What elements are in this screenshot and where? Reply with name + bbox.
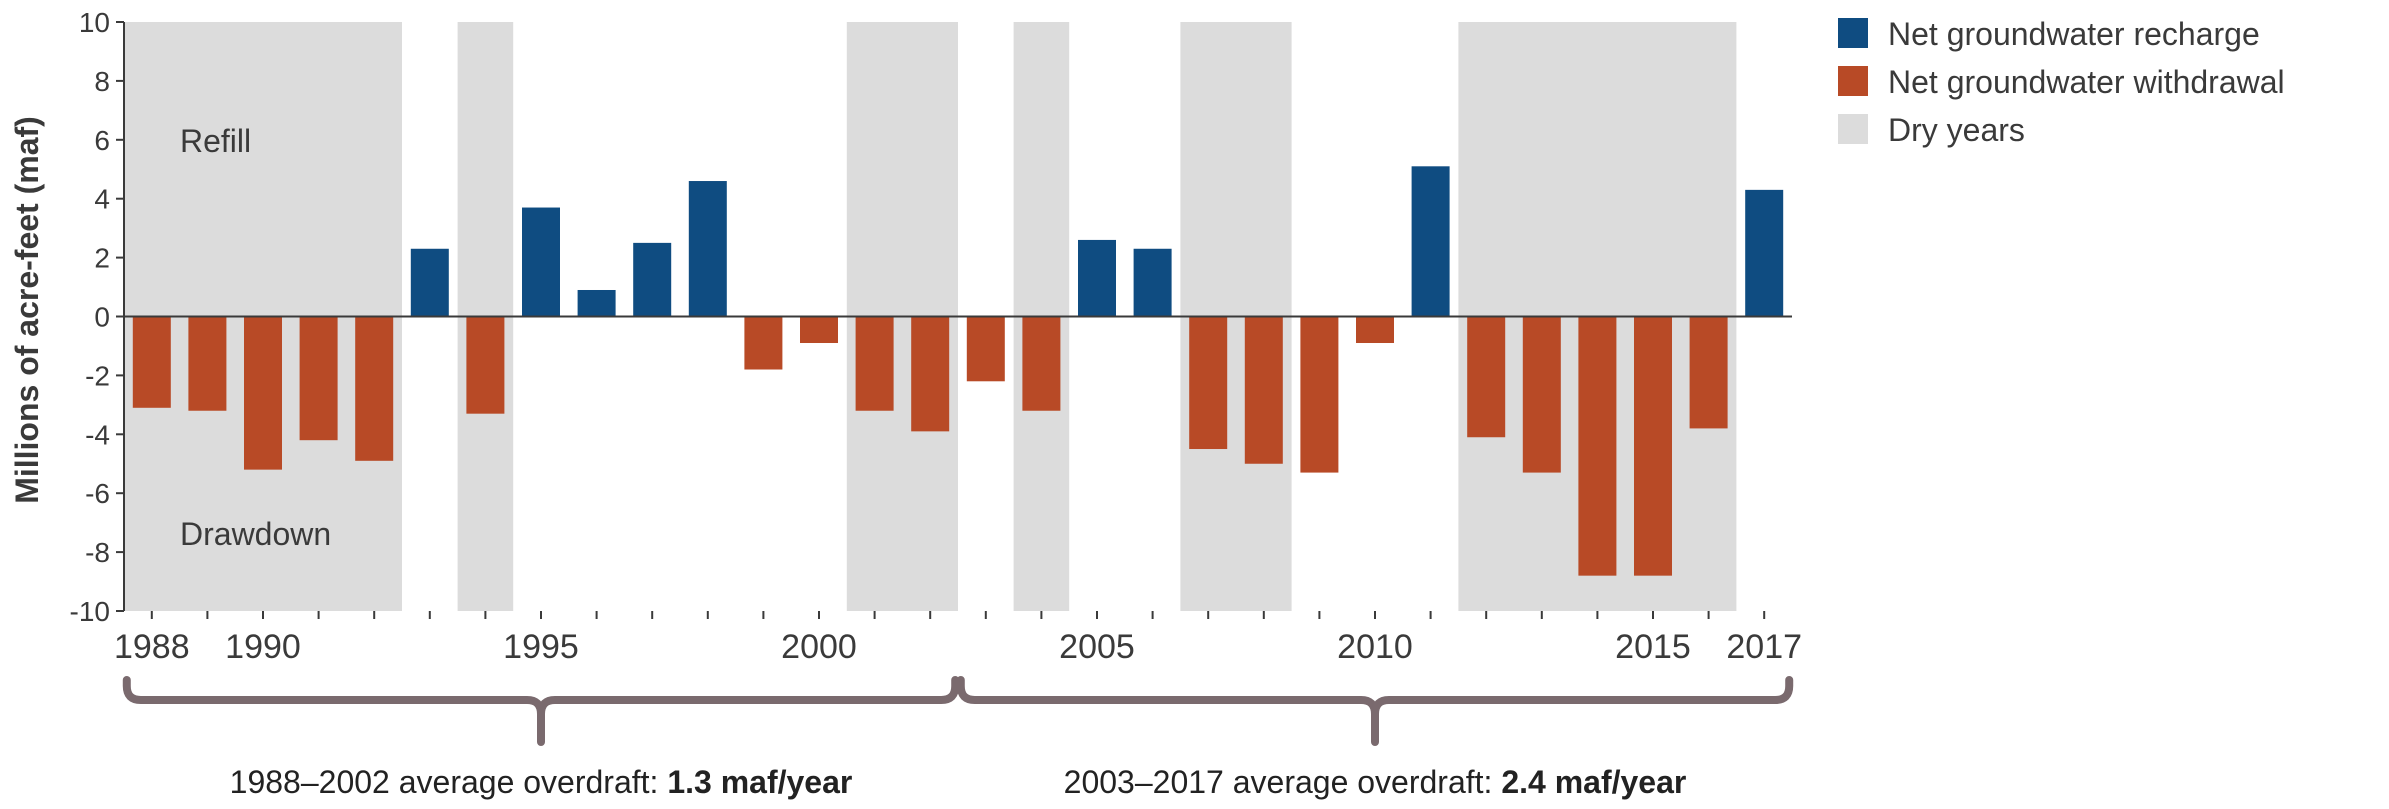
bar-2008 bbox=[1244, 316, 1283, 464]
x-tick-label-1988: 1988 bbox=[114, 628, 190, 666]
bar-1990 bbox=[244, 316, 282, 470]
legend-label-dry: Dry years bbox=[1888, 112, 2025, 148]
x-tick-label-2005: 2005 bbox=[1059, 628, 1135, 666]
bar-2015 bbox=[1634, 316, 1672, 576]
x-tick-label-1990: 1990 bbox=[225, 628, 301, 666]
y-tick-label-10: -10 bbox=[70, 596, 110, 627]
annotation-refill: Refill bbox=[180, 123, 251, 159]
bar-1999 bbox=[744, 316, 783, 370]
period-caption-1: 1988–2002 average overdraft: 1.3 maf/yea… bbox=[230, 764, 853, 800]
period-caption-value-1: 1.3 maf/year bbox=[667, 764, 852, 800]
bar-2006 bbox=[1133, 248, 1172, 317]
bar-1994 bbox=[466, 316, 505, 414]
bar-1996 bbox=[577, 289, 616, 317]
y-tick-label-8: -8 bbox=[85, 537, 110, 568]
bar-2005 bbox=[1078, 239, 1116, 317]
legend-swatch-dry bbox=[1838, 114, 1868, 144]
x-tick-label-2010: 2010 bbox=[1337, 628, 1413, 666]
bar-1995 bbox=[522, 207, 560, 317]
period-caption-value-2: 2.4 maf/year bbox=[1501, 764, 1686, 800]
y-tick-label-6: -6 bbox=[85, 478, 110, 509]
bar-2007 bbox=[1189, 316, 1228, 450]
bar-2014 bbox=[1578, 316, 1617, 576]
y-tick-label-2: 2 bbox=[94, 243, 110, 274]
bar-1988 bbox=[132, 316, 171, 408]
period-brace-2 bbox=[956, 676, 1794, 746]
period-caption-2: 2003–2017 average overdraft: 2.4 maf/yea… bbox=[1064, 764, 1687, 800]
bar-1997 bbox=[633, 242, 672, 317]
period-brace-1 bbox=[122, 676, 960, 746]
bar-2003 bbox=[966, 316, 1005, 382]
bar-2016 bbox=[1689, 316, 1728, 429]
y-tick-label-2: -2 bbox=[85, 360, 110, 391]
y-tick-label-4: 4 bbox=[94, 184, 110, 215]
y-tick-label-10: 10 bbox=[79, 7, 110, 38]
bar-2010 bbox=[1356, 316, 1394, 344]
annotation-drawdown: Drawdown bbox=[180, 516, 331, 552]
x-tick-label-2017: 2017 bbox=[1726, 628, 1802, 666]
bar-2009 bbox=[1300, 316, 1339, 473]
bar-1998 bbox=[688, 181, 727, 317]
bar-2011 bbox=[1411, 166, 1450, 317]
y-axis-label: Millions of acre-feet (maf) bbox=[9, 116, 45, 504]
y-tick-label-8: 8 bbox=[94, 66, 110, 97]
x-tick-label-2000: 2000 bbox=[781, 628, 857, 666]
period-braces bbox=[122, 676, 1794, 746]
y-tick-label-0: 0 bbox=[94, 302, 110, 333]
y-tick-label-4: -4 bbox=[85, 419, 110, 450]
legend: Net groundwater recharge Net groundwater … bbox=[1838, 16, 2285, 148]
bars bbox=[132, 166, 1784, 576]
period-caption-text-2: 2003–2017 average overdraft: bbox=[1064, 764, 1502, 800]
bar-2002 bbox=[911, 316, 950, 432]
bar-1992 bbox=[355, 316, 394, 461]
legend-label-recharge: Net groundwater recharge bbox=[1888, 16, 2260, 52]
bar-1989 bbox=[188, 316, 227, 411]
x-tick-label-1995: 1995 bbox=[503, 628, 579, 666]
period-caption-text-1: 1988–2002 average overdraft: bbox=[230, 764, 668, 800]
y-tick-label-6: 6 bbox=[94, 125, 110, 156]
x-tick-label-2015: 2015 bbox=[1615, 628, 1691, 666]
bar-2017 bbox=[1745, 189, 1784, 317]
period-captions: 1988–2002 average overdraft: 1.3 maf/yea… bbox=[230, 764, 1687, 800]
legend-swatch-withdrawal bbox=[1838, 66, 1868, 96]
bar-2004 bbox=[1022, 316, 1061, 411]
bar-2012 bbox=[1467, 316, 1506, 438]
bar-2001 bbox=[855, 316, 894, 411]
bar-2000 bbox=[800, 316, 838, 344]
legend-swatch-recharge bbox=[1838, 18, 1868, 48]
bar-1993 bbox=[410, 248, 449, 317]
bar-2013 bbox=[1522, 316, 1561, 473]
bar-1991 bbox=[299, 316, 338, 441]
legend-label-withdrawal: Net groundwater withdrawal bbox=[1888, 64, 2285, 100]
